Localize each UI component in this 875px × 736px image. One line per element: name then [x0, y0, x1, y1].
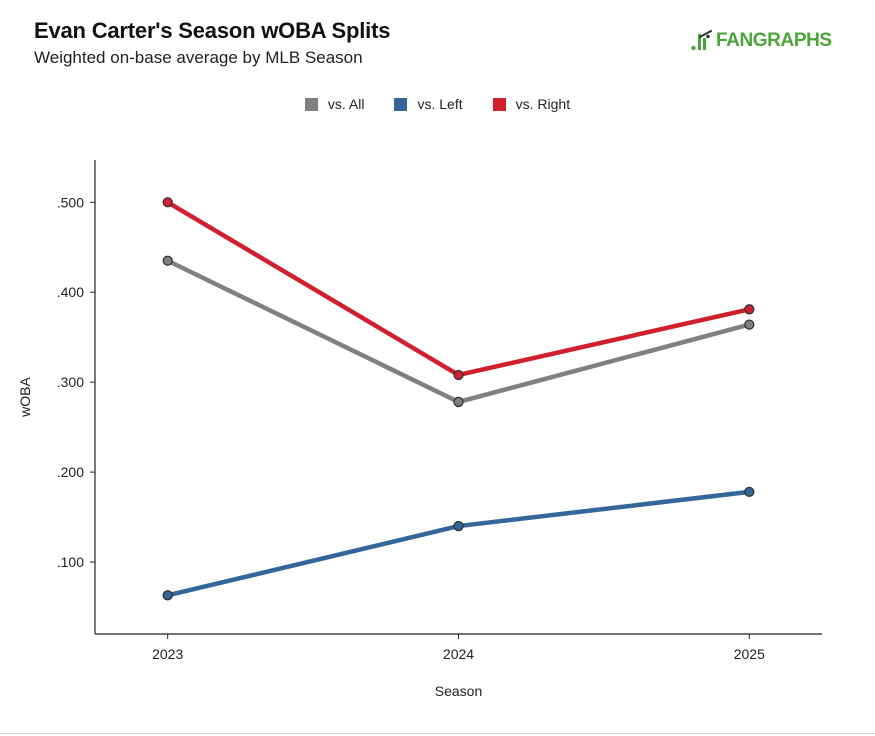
series-line-vs-left: [165, 489, 752, 598]
x-tick-label: 2024: [443, 646, 474, 662]
chart-legend: vs. All vs. Left vs. Right: [0, 96, 875, 112]
chart-title: Evan Carter's Season wOBA Splits: [34, 18, 391, 43]
legend-label-vs-right: vs. Right: [515, 96, 571, 112]
data-point-vs-right: [453, 369, 464, 381]
fangraphs-batter-icon: [691, 30, 712, 51]
legend-item-vs-left: vs. Left: [394, 96, 463, 112]
legend-label-vs-all: vs. All: [327, 96, 365, 112]
legend-swatch-vs-right: [492, 97, 506, 111]
data-point-vs-all: [744, 319, 755, 330]
chart-header: Evan Carter's Season wOBA Splits Weighte…: [34, 16, 390, 70]
y-tick-label: .200: [57, 464, 84, 480]
y-tick-label: .500: [57, 194, 84, 210]
data-point-vs-all: [162, 255, 173, 266]
y-axis-label: wOBA: [17, 377, 33, 418]
fangraphs-logo[interactable]: FANGRAPHS: [690, 28, 832, 54]
y-tick-label: .300: [57, 374, 84, 390]
chart-subtitle: Weighted on-base average by MLB Season: [34, 48, 363, 67]
legend-item-vs-all: vs. All: [304, 96, 365, 112]
data-point-vs-right: [162, 197, 173, 208]
data-point-vs-left: [453, 520, 464, 532]
data-point-vs-all: [453, 396, 464, 408]
x-tick-label: 2023: [152, 646, 183, 662]
x-tick-label: 2025: [734, 646, 765, 662]
legend-label-vs-left: vs. Left: [417, 96, 463, 112]
y-tick-label: .100: [57, 554, 84, 570]
fangraphs-logo-text: FANGRAPHS: [716, 30, 832, 51]
legend-swatch-vs-left: [394, 97, 408, 111]
x-axis-label: Season: [435, 683, 482, 699]
legend-item-vs-right: vs. Right: [492, 96, 571, 112]
data-point-vs-right: [744, 304, 755, 315]
series-line-vs-all: [165, 258, 752, 405]
bottom-divider: [0, 733, 875, 734]
data-point-vs-left: [162, 590, 173, 601]
legend-swatch-vs-all: [304, 97, 318, 111]
y-tick-label: .400: [57, 284, 84, 300]
data-point-vs-left: [744, 486, 755, 498]
